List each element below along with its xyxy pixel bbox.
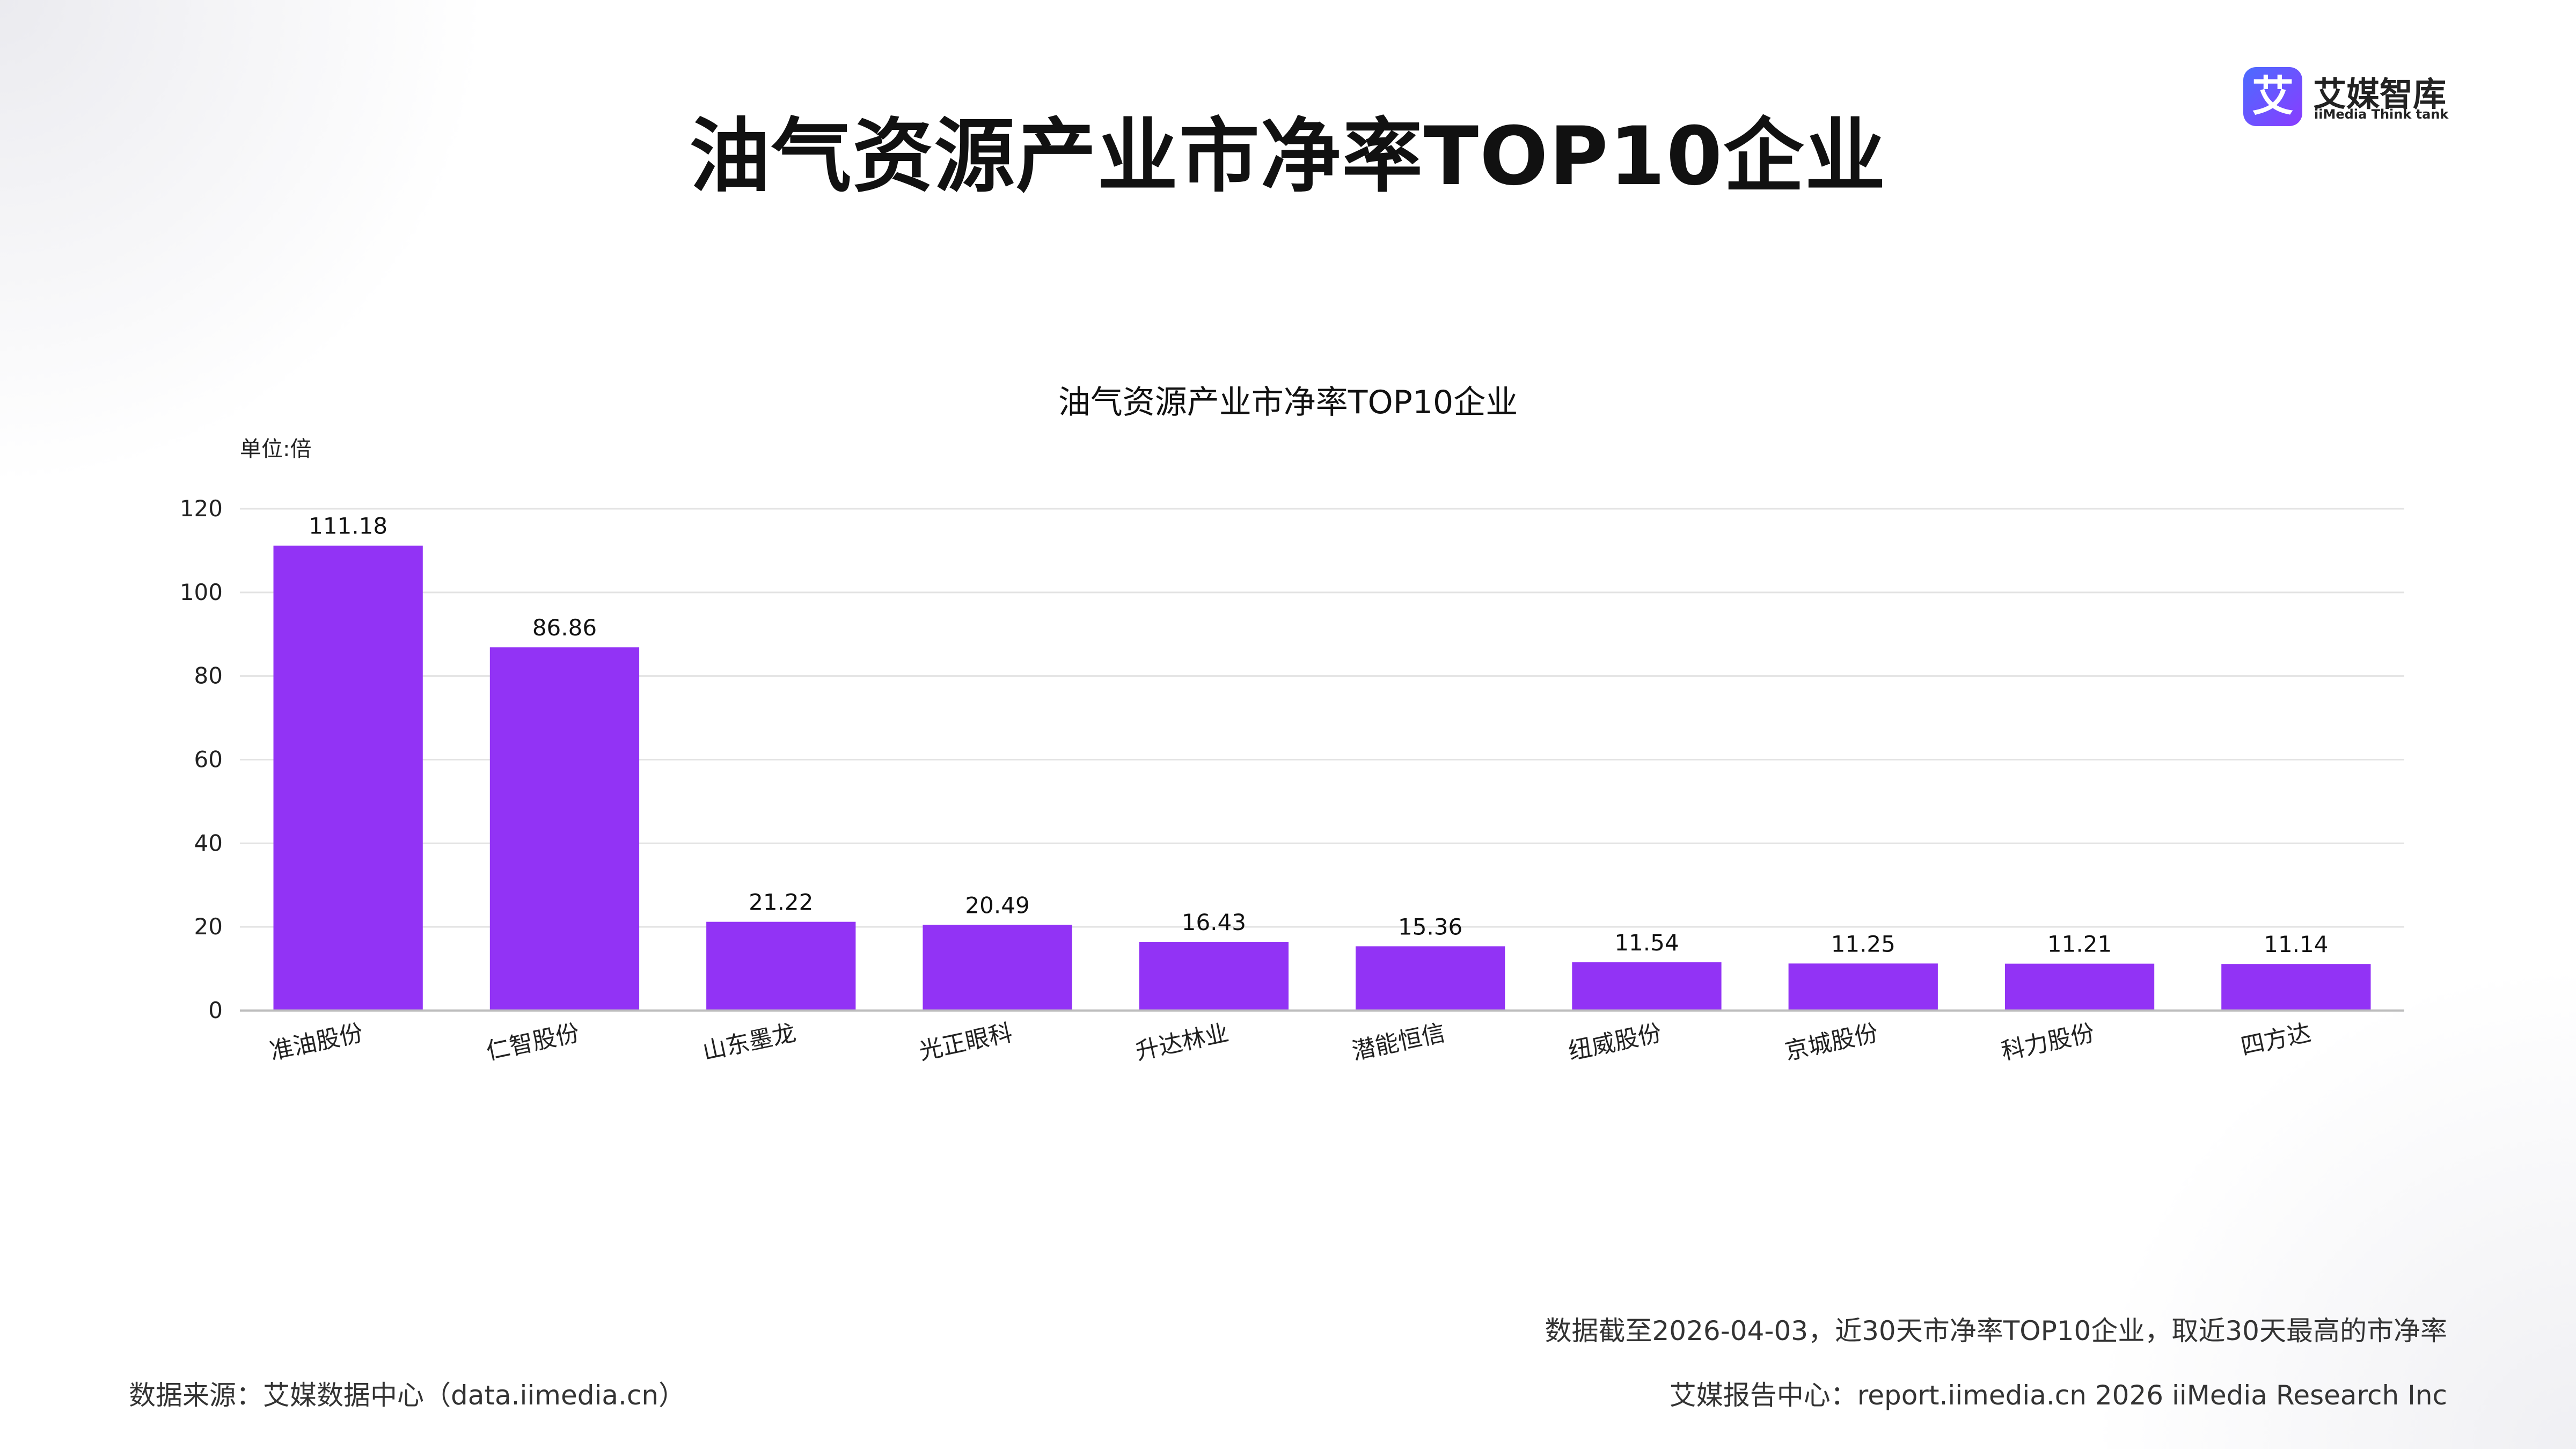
logo-name-en: iiMedia Think tank bbox=[2314, 107, 2449, 122]
category-label: 京城股份 bbox=[1782, 1019, 1880, 1065]
unit-label: 单位:倍 bbox=[240, 437, 311, 462]
data-label: 11.54 bbox=[1614, 930, 1679, 956]
bar bbox=[273, 545, 423, 1011]
y-tick-label: 0 bbox=[208, 997, 223, 1023]
data-source: 数据来源：艾媒数据中心（data.iimedia.cn） bbox=[129, 1380, 686, 1411]
category-label: 光正眼科 bbox=[917, 1019, 1015, 1065]
data-label: 21.22 bbox=[749, 889, 813, 916]
data-label: 111.18 bbox=[309, 513, 387, 539]
data-label: 86.86 bbox=[532, 614, 597, 641]
category-label: 四方达 bbox=[2238, 1019, 2314, 1060]
category-labels: 准油股份 仁智股份 山东墨龙 光正眼科 升达林业 潜能恒信 纽威股份 京城股份 科力股份 四方达 bbox=[267, 1019, 2313, 1065]
category-label: 准油股份 bbox=[267, 1019, 365, 1065]
bar bbox=[1572, 962, 1722, 1011]
data-label: 20.49 bbox=[965, 892, 1029, 918]
bar bbox=[1788, 963, 1938, 1011]
logo-name-cn: 艾媒智库 bbox=[2313, 75, 2447, 114]
value-labels: 111.18 86.86 21.22 20.49 16.43 15.36 11.54 11.2… bbox=[309, 513, 2328, 957]
category-label: 山东墨龙 bbox=[700, 1019, 799, 1065]
bar bbox=[1356, 946, 1505, 1011]
y-tick-label: 80 bbox=[194, 663, 223, 689]
report-center: 艾媒报告中心：report.iimedia.cn 2026 iiMedia Re… bbox=[1669, 1380, 2447, 1411]
data-note: 数据截至2026-04-03，近30天市净率TOP10企业，取近30天最高的市净… bbox=[1545, 1315, 2448, 1346]
y-tick-label: 60 bbox=[194, 747, 223, 773]
data-label: 11.25 bbox=[1831, 931, 1896, 957]
category-label: 升达林业 bbox=[1133, 1019, 1231, 1065]
category-label: 科力股份 bbox=[1999, 1019, 2097, 1065]
data-label: 11.21 bbox=[2047, 931, 2112, 957]
bar bbox=[706, 921, 856, 1011]
category-label: 纽威股份 bbox=[1566, 1019, 1664, 1065]
data-label: 16.43 bbox=[1182, 909, 1246, 935]
bar bbox=[1139, 941, 1289, 1011]
bar bbox=[2004, 963, 2155, 1011]
y-axis-ticks: 0 20 40 60 80 100 120 bbox=[180, 495, 223, 1023]
bar bbox=[2221, 964, 2371, 1011]
category-label: 潜能恒信 bbox=[1350, 1019, 1448, 1065]
y-tick-label: 20 bbox=[194, 913, 223, 940]
logo-mark-icon: 艾 bbox=[2243, 67, 2302, 126]
bar bbox=[923, 925, 1072, 1011]
category-label: 仁智股份 bbox=[484, 1019, 582, 1065]
y-tick-label: 100 bbox=[180, 579, 223, 605]
data-label: 11.14 bbox=[2264, 931, 2328, 957]
bar bbox=[489, 647, 640, 1011]
data-label: 15.36 bbox=[1398, 913, 1462, 940]
chart-title: 油气资源产业市净率TOP10企业 bbox=[1058, 384, 1518, 421]
y-tick-label: 120 bbox=[180, 495, 223, 522]
page-title: 油气资源产业市净率TOP10企业 bbox=[689, 110, 1887, 203]
bars bbox=[273, 545, 2371, 1011]
y-tick-label: 40 bbox=[194, 830, 223, 856]
